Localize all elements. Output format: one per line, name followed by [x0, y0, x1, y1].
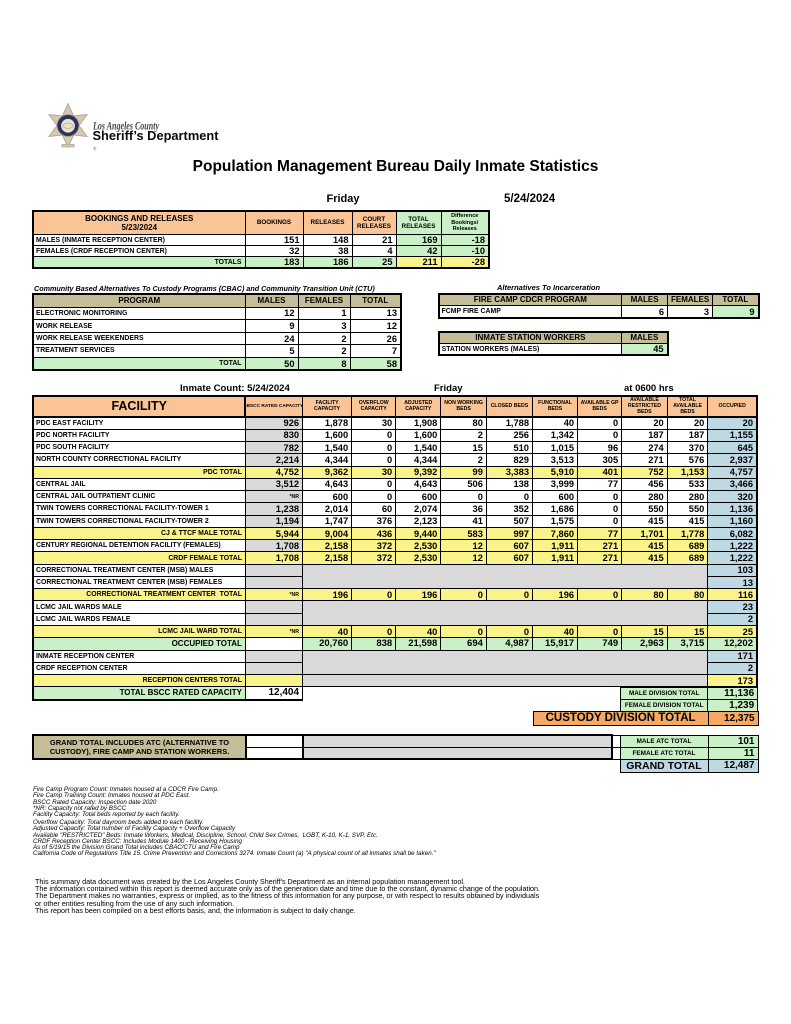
svg-text:®: ®: [93, 146, 97, 152]
svg-text:Los Angeles County: Los Angeles County: [92, 121, 159, 133]
svg-text:Sheriff’s Department: Sheriff’s Department: [93, 128, 220, 143]
